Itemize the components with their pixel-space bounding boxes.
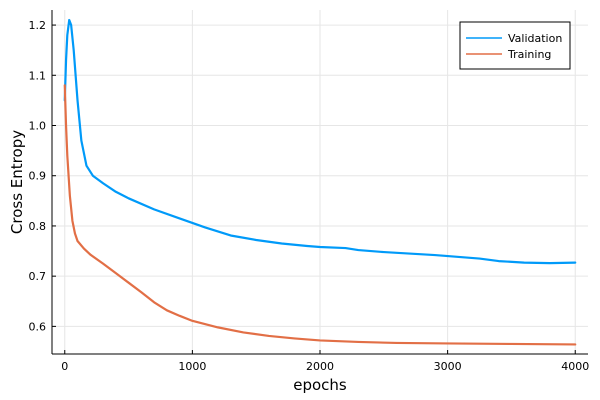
legend-label-validation: Validation <box>508 32 562 45</box>
x-tick-label: 4000 <box>561 360 589 373</box>
legend: Validation Training <box>459 21 571 70</box>
series-line-validation <box>63 18 577 265</box>
y-ticks: 0.6 0.7 0.8 0.9 1.0 1.1 1.2 <box>29 19 56 333</box>
y-tick-label: 1.1 <box>29 69 47 82</box>
series-line-training <box>63 84 577 346</box>
y-tick-label: 0.8 <box>29 220 47 233</box>
x-tick-label: 3000 <box>434 360 462 373</box>
x-axis-title: epochs <box>293 376 347 394</box>
series-layer <box>63 18 577 346</box>
y-tick-label: 0.7 <box>29 270 47 283</box>
legend-box <box>459 21 571 70</box>
x-tick-label: 1000 <box>178 360 206 373</box>
y-tick-label: 0.6 <box>29 320 47 333</box>
y-axis-title: Cross Entropy <box>8 130 26 234</box>
x-ticks: 0 1000 2000 3000 4000 <box>61 350 589 373</box>
grid <box>52 10 588 354</box>
x-tick-label: 2000 <box>306 360 334 373</box>
y-tick-label: 1.2 <box>29 19 47 32</box>
y-tick-label: 0.9 <box>29 170 47 183</box>
x-tick-label: 0 <box>61 360 68 373</box>
legend-label-training: Training <box>507 48 551 61</box>
y-tick-label: 1.0 <box>29 120 47 133</box>
